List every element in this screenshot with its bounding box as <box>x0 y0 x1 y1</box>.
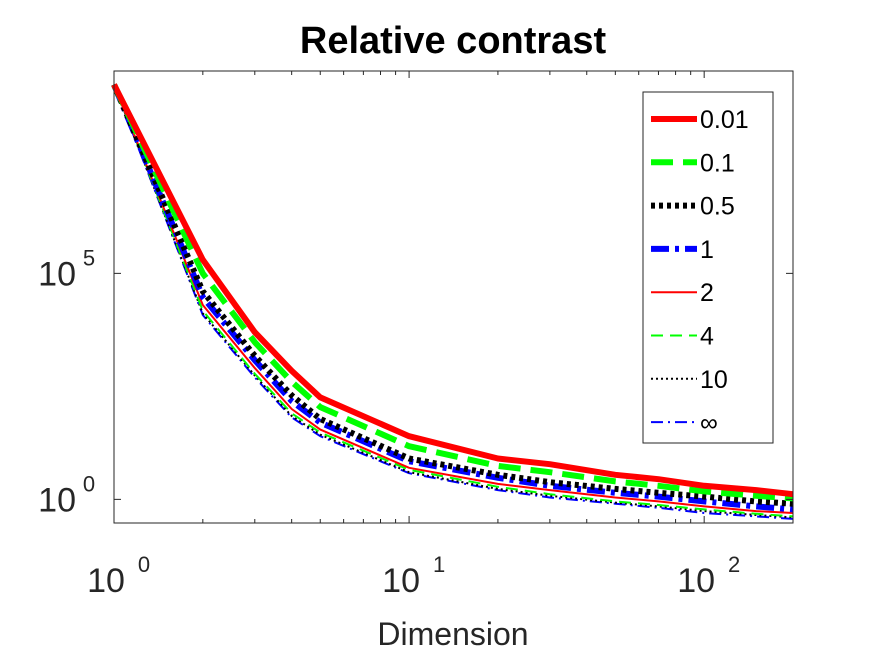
ticks-layer: 10 0 10 1 10 2 10 0 10 5 <box>38 71 794 600</box>
legend-label-8: ∞ <box>700 409 718 437</box>
legend-label-6: 4 <box>700 323 714 351</box>
series-line-5 <box>113 84 794 514</box>
series-line-1 <box>111 83 794 498</box>
legend-label-4: 1 <box>700 236 714 264</box>
x-axis-label: Dimension <box>377 616 528 652</box>
series-line-8 <box>113 84 794 520</box>
y-tick-label-0: 10 <box>38 481 76 519</box>
legend-label-5: 2 <box>700 279 714 307</box>
legend-label-2: 0.1 <box>700 149 735 177</box>
x-tick-exponent-2: 2 <box>728 552 740 577</box>
x-tick-exponent-1: 1 <box>433 552 445 577</box>
legend-label-7: 10 <box>700 366 728 394</box>
legend-box <box>642 91 774 444</box>
plot-frame <box>113 70 794 524</box>
series-line-3 <box>111 83 794 507</box>
y-tick-exponent-1: 5 <box>83 245 95 270</box>
chart-title: Relative contrast <box>300 20 607 62</box>
series-line-7 <box>113 84 794 519</box>
x-tick-label-0: 10 <box>87 562 125 600</box>
x-tick-label-1: 10 <box>382 562 420 600</box>
x-tick-label-2: 10 <box>677 562 715 600</box>
y-tick-exponent-0: 0 <box>83 471 95 496</box>
x-tick-exponent-0: 0 <box>138 552 150 577</box>
legend-label-3: 0.5 <box>700 193 735 221</box>
legend: 0.01 0.1 0.5 1 2 4 10 ∞ <box>642 91 774 444</box>
y-tick-label-1: 10 <box>38 255 76 293</box>
series-layer <box>111 83 794 520</box>
series-line-6 <box>113 84 794 518</box>
series-line-2 <box>111 83 794 502</box>
legend-label-1: 0.01 <box>700 106 749 134</box>
